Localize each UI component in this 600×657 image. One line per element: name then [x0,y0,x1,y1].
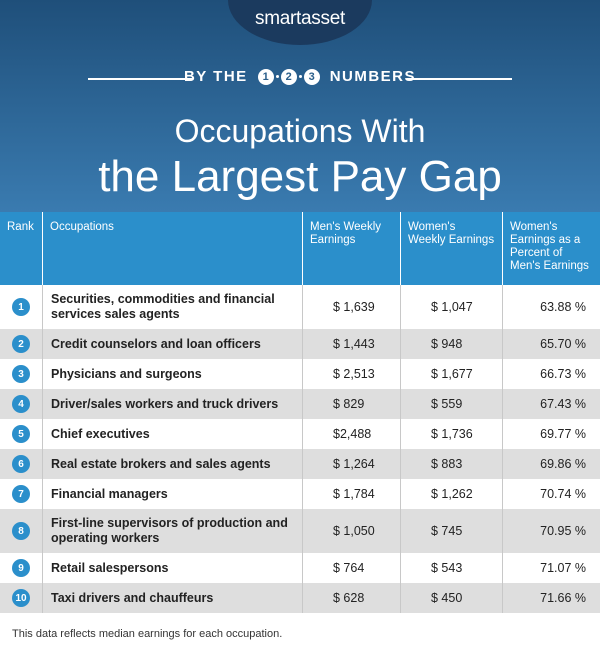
rank-cell: 10 [0,583,42,613]
rank: 2 [12,335,30,353]
women-earnings: $ 1,736 [400,419,502,449]
men-earnings: $ 1,784 [302,479,400,509]
percent: 71.66 % [502,583,600,613]
women-earnings: $ 1,047 [400,285,502,329]
table-row: 10 Taxi drivers and chauffeurs $ 628 $ 450 7… [0,583,600,613]
rank: 6 [12,455,30,473]
rank-cell: 6 [0,449,42,479]
logo: smartasset [255,8,345,29]
percent: 63.88 % [502,285,600,329]
rank-cell: 9 [0,553,42,583]
women-earnings: $ 543 [400,553,502,583]
banner-digit: 3 [303,68,320,85]
rank: 5 [12,425,30,443]
rank-cell: 3 [0,359,42,389]
men-earnings: $ 1,050 [302,509,400,553]
banner-dot [298,75,302,78]
percent: 71.07 % [502,553,600,583]
percent: 65.70 % [502,329,600,359]
men-earnings: $2,488 [302,419,400,449]
men-earnings: $ 1,443 [302,329,400,359]
rank-cell: 4 [0,389,42,419]
occupation: Financial managers [42,479,302,509]
rank: 9 [12,559,30,577]
table-row: 1 Securities, commodities and financial s… [0,285,600,329]
rank-cell: 8 [0,509,42,553]
occupation: Physicians and surgeons [42,359,302,389]
women-earnings: $ 948 [400,329,502,359]
percent: 69.77 % [502,419,600,449]
column-header: Men's Weekly Earnings [302,212,400,285]
column-header: Women's Weekly Earnings [400,212,502,285]
percent: 70.74 % [502,479,600,509]
table-row: 6 Real estate brokers and sales agents $ 1… [0,449,600,479]
men-earnings: $ 2,513 [302,359,400,389]
men-earnings: $ 1,264 [302,449,400,479]
men-earnings: $ 764 [302,553,400,583]
banner-digit: 2 [280,68,297,85]
banner-left: BY THE [183,68,248,85]
occupation: Retail salespersons [42,553,302,583]
women-earnings: $ 450 [400,583,502,613]
percent: 69.86 % [502,449,600,479]
rank: 1 [12,298,30,316]
table-row: 4 Driver/sales workers and truck drivers $… [0,389,600,419]
table: Rank Occupations Men's Weekly Earnings Wome… [0,212,600,613]
men-earnings: $ 829 [302,389,400,419]
title-line: the Largest Pay Gap [98,152,502,201]
header-row: Rank Occupations Men's Weekly Earnings Wome… [0,212,600,285]
banner-line [88,78,193,80]
percent: 67.43 % [502,389,600,419]
occupation: Credit counselors and loan officers [42,329,302,359]
women-earnings: $ 1,262 [400,479,502,509]
rank-cell: 1 [0,285,42,329]
column-header: Occupations [42,212,302,285]
percent: 66.73 % [502,359,600,389]
rank: 3 [12,365,30,383]
rank: 8 [12,522,30,540]
rank: 10 [12,589,30,607]
table-row: 8 First-line supervisors of production an… [0,509,600,553]
occupation: Chief executives [42,419,302,449]
table-row: 7 Financial managers $ 1,784 $ 1,262 70.74 % [0,479,600,509]
men-earnings: $ 628 [302,583,400,613]
rank-cell: 5 [0,419,42,449]
men-earnings: $ 1,639 [302,285,400,329]
occupation: Securities, commodities and financial se… [42,285,302,329]
women-earnings: $ 883 [400,449,502,479]
banner-right: NUMBERS [329,68,417,85]
women-earnings: $ 559 [400,389,502,419]
column-header: Rank [7,221,34,233]
rank-cell: 7 [0,479,42,509]
column-header: Women's Earnings as a Percent of Men's E… [502,212,600,285]
rank: 7 [12,485,30,503]
occupation: Driver/sales workers and truck drivers [42,389,302,419]
footnote: This data reflects median earnings for e… [12,628,283,640]
title-line: Occupations With [174,113,426,149]
banner-digit: 1 [257,68,274,85]
table-row: 3 Physicians and surgeons $ 2,513 $ 1,677 66… [0,359,600,389]
rank: 4 [12,395,30,413]
table-row: 2 Credit counselors and loan officers $ 1,… [0,329,600,359]
women-earnings: $ 745 [400,509,502,553]
percent: 70.95 % [502,509,600,553]
women-earnings: $ 1,677 [400,359,502,389]
occupation: Real estate brokers and sales agents [42,449,302,479]
table-row: 9 Retail salespersons $ 764 $ 543 71.07 % [0,553,600,583]
rank-cell: 2 [0,329,42,359]
banner-dot [275,75,279,78]
banner-line [407,78,512,80]
occupation: First-line supervisors of production and… [42,509,302,553]
occupation: Taxi drivers and chauffeurs [42,583,302,613]
table-row: 5 Chief executives $2,488 $ 1,736 69.77 % [0,419,600,449]
